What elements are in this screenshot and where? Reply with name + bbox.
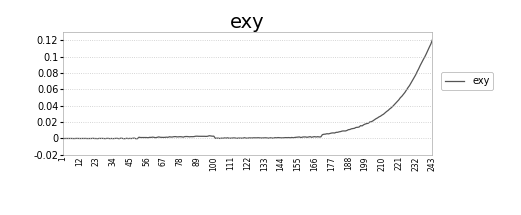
Legend: exy: exy	[441, 72, 493, 90]
Line: exy: exy	[63, 40, 432, 139]
exy	[185, 135, 191, 138]
exy	[238, 137, 244, 140]
exy	[267, 137, 274, 139]
exy	[413, 74, 419, 76]
exy	[429, 38, 436, 41]
Title: exy: exy	[230, 13, 265, 32]
exy	[228, 137, 234, 140]
exy	[81, 137, 87, 140]
exy	[133, 137, 139, 140]
exy	[59, 137, 66, 140]
